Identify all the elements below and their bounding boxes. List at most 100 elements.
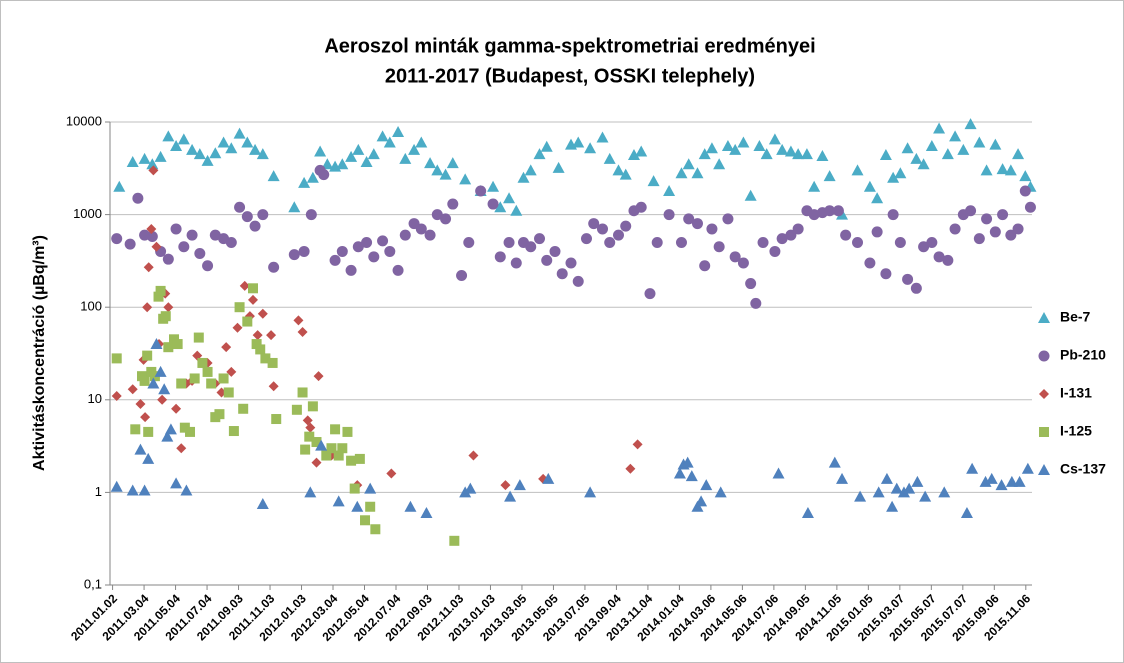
data-point	[463, 236, 475, 248]
data-point	[225, 236, 237, 248]
legend-label: I-131	[1060, 385, 1092, 401]
data-point	[737, 257, 749, 269]
data-point	[267, 357, 278, 368]
data-point	[533, 148, 546, 160]
data-point	[189, 373, 200, 384]
data-point	[691, 218, 703, 230]
data-point	[705, 142, 718, 154]
data-point	[682, 158, 695, 170]
data-point	[750, 297, 762, 309]
data-point	[494, 201, 507, 213]
y-tick-label: 1	[95, 484, 102, 499]
data-point	[260, 353, 271, 364]
data-point	[625, 463, 636, 474]
data-point	[524, 164, 537, 176]
data-point	[1005, 475, 1018, 487]
data-point	[620, 220, 632, 232]
y-tick-label: 0,1	[84, 576, 102, 591]
data-point	[926, 236, 938, 248]
data-point	[886, 500, 899, 512]
data-point	[201, 154, 214, 166]
data-point	[239, 280, 250, 291]
legend-marker	[1038, 464, 1050, 475]
data-point	[989, 226, 1001, 238]
data-point	[185, 426, 196, 437]
data-point	[291, 404, 302, 415]
data-point	[632, 439, 643, 450]
data-point	[1004, 164, 1017, 176]
data-point	[336, 158, 349, 170]
data-point	[910, 282, 922, 294]
data-point	[439, 168, 452, 180]
data-point	[675, 236, 687, 248]
data-point	[933, 251, 945, 263]
data-point	[997, 209, 1009, 221]
data-point	[985, 472, 998, 484]
data-point	[854, 490, 867, 502]
data-point	[925, 140, 938, 152]
data-point	[673, 467, 686, 479]
data-point	[635, 201, 647, 213]
data-point	[124, 238, 136, 250]
data-point	[238, 403, 249, 414]
data-point	[126, 155, 139, 167]
data-point	[179, 422, 190, 433]
data-point	[304, 431, 315, 442]
data-point	[823, 170, 836, 182]
data-point	[163, 342, 174, 353]
data-point	[721, 140, 734, 152]
data-point	[110, 480, 123, 492]
data-point	[832, 205, 844, 217]
data-point	[980, 164, 993, 176]
y-tick-label: 10	[88, 391, 102, 406]
data-point	[737, 136, 750, 148]
data-point	[675, 167, 688, 179]
data-point	[157, 394, 168, 405]
data-point	[315, 439, 328, 451]
data-point	[745, 278, 757, 290]
data-point	[887, 209, 899, 221]
data-point	[360, 515, 371, 526]
data-point	[313, 371, 324, 382]
data-point	[949, 223, 961, 235]
data-point	[459, 173, 472, 185]
data-point	[234, 302, 245, 313]
data-point	[503, 192, 516, 204]
data-point	[651, 236, 663, 248]
data-point	[440, 213, 452, 225]
data-point	[596, 131, 609, 143]
data-point	[449, 535, 460, 546]
data-point	[202, 366, 213, 377]
data-point	[384, 245, 396, 257]
data-point	[996, 163, 1009, 175]
data-point	[186, 229, 198, 241]
data-point	[138, 484, 151, 496]
data-point	[142, 302, 153, 313]
legend-marker	[1039, 427, 1049, 437]
data-point	[233, 127, 246, 139]
data-point	[247, 294, 258, 305]
data-point	[256, 148, 269, 160]
data-point	[612, 229, 624, 241]
data-point	[941, 148, 954, 160]
data-point	[176, 378, 187, 389]
y-tick-label: 1000	[73, 206, 102, 221]
data-point	[367, 148, 380, 160]
data-point	[130, 424, 141, 435]
data-point	[304, 486, 317, 498]
data-point	[887, 171, 900, 183]
data-point	[186, 143, 199, 155]
data-point	[699, 260, 711, 272]
data-point	[549, 245, 561, 257]
data-point	[252, 330, 263, 341]
data-point	[368, 251, 380, 263]
data-point	[852, 236, 864, 248]
data-point	[890, 482, 903, 494]
data-point	[949, 130, 962, 142]
data-point	[300, 444, 311, 455]
data-point	[596, 223, 608, 235]
data-point	[154, 150, 167, 162]
data-point	[180, 484, 193, 496]
data-point	[170, 477, 183, 489]
data-point	[298, 176, 311, 188]
